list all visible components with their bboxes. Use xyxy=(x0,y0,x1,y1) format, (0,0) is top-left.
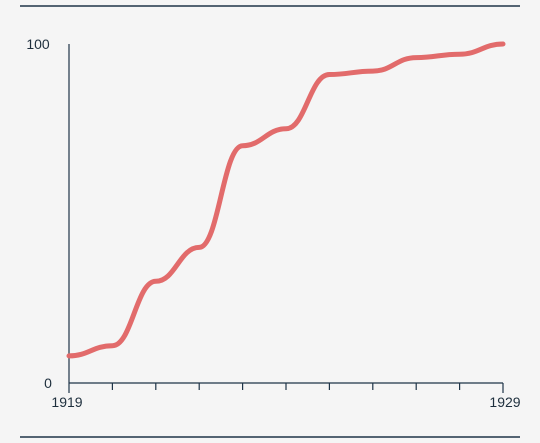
x-axis-ticks xyxy=(68,383,504,393)
x-tick-label-1919: 1919 xyxy=(51,394,82,410)
series-line xyxy=(66,41,506,359)
x-tick-label-1929: 1929 xyxy=(489,394,520,410)
y-tick-label-0: 0 xyxy=(44,375,52,391)
y-tick-label-100: 100 xyxy=(26,36,50,52)
